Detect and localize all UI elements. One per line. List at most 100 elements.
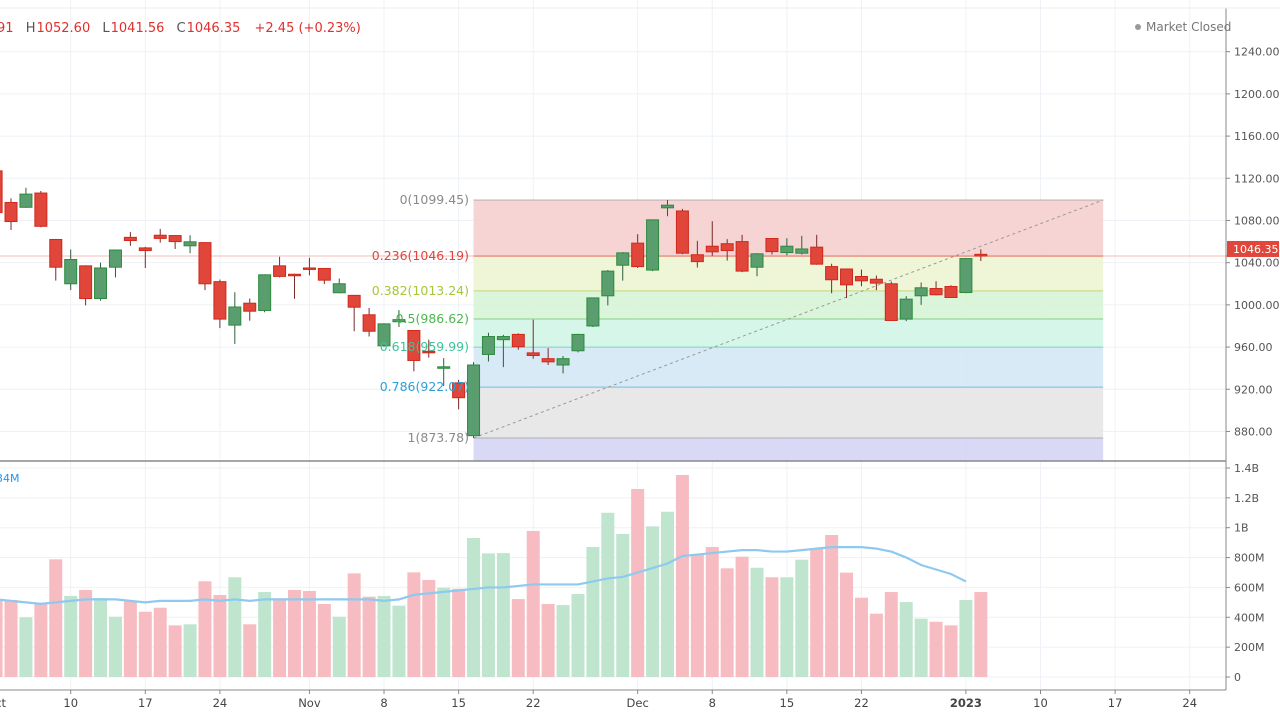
price-pane: 0(1099.45) 0.236(1046.19) 0.382(1013.24) 0.… bbox=[0, 0, 1226, 461]
candle-body bbox=[347, 294, 361, 308]
fib-trend-line bbox=[473, 199, 1104, 439]
volume-bar bbox=[64, 595, 78, 678]
candle bbox=[452, 379, 466, 410]
time-tick-label: Nov bbox=[298, 696, 321, 710]
volume-bar bbox=[79, 589, 93, 678]
candle bbox=[317, 267, 331, 285]
volume-bar bbox=[422, 579, 436, 678]
candle bbox=[705, 221, 719, 256]
ohlc-legend: 91 H1052.60 L1041.56 C1046.35 +2.45 (+0.… bbox=[0, 21, 361, 36]
candle bbox=[840, 268, 854, 299]
candle-body bbox=[213, 281, 227, 320]
volume-bar bbox=[123, 601, 137, 678]
candle-body bbox=[153, 234, 167, 239]
volume-bar bbox=[661, 511, 674, 678]
volume-tick-label: 1.2B bbox=[1234, 492, 1259, 505]
candle-body bbox=[79, 265, 93, 300]
volume-bar bbox=[690, 555, 704, 678]
candle-body bbox=[19, 193, 33, 208]
candle-body bbox=[765, 238, 779, 253]
candle-body bbox=[49, 238, 63, 268]
volume-bar bbox=[840, 572, 854, 678]
volume-bar bbox=[586, 546, 600, 678]
candle bbox=[64, 249, 78, 291]
candle bbox=[914, 282, 928, 305]
fib-level-label: 0.5(986.62) bbox=[396, 311, 469, 326]
fib-zone bbox=[473, 318, 1104, 348]
volume-bar bbox=[541, 603, 555, 678]
candle bbox=[79, 265, 93, 306]
candle bbox=[198, 242, 212, 291]
high-key: H bbox=[25, 21, 36, 36]
candle bbox=[929, 281, 943, 296]
candle-body bbox=[198, 242, 212, 285]
candle bbox=[974, 249, 988, 262]
candle-body bbox=[586, 297, 600, 327]
candle bbox=[795, 235, 809, 255]
volume-bar bbox=[765, 577, 779, 678]
volume-bar bbox=[675, 474, 689, 678]
candle-body bbox=[705, 245, 719, 253]
volume-bar bbox=[884, 592, 898, 678]
open-value-partial: 91 bbox=[0, 21, 14, 36]
volume-bar bbox=[780, 577, 794, 678]
candle bbox=[959, 257, 973, 294]
time-tick-label: 17 bbox=[138, 696, 153, 710]
candle-body bbox=[64, 259, 78, 285]
candle-body bbox=[959, 258, 973, 294]
candle-body bbox=[810, 246, 824, 265]
candle bbox=[407, 330, 421, 372]
candle-body bbox=[183, 241, 197, 247]
price-tick-label: 1200.00 bbox=[1234, 88, 1280, 101]
fib-zone bbox=[473, 256, 1104, 291]
fib-zone bbox=[473, 290, 1104, 319]
candle bbox=[49, 238, 63, 281]
candle bbox=[556, 356, 570, 374]
volume-bar bbox=[347, 573, 361, 678]
volume-bar bbox=[616, 533, 630, 678]
candle-body bbox=[690, 254, 704, 263]
volume-bar bbox=[213, 595, 227, 678]
volume-bar bbox=[258, 592, 272, 678]
candle-body bbox=[616, 252, 630, 266]
time-tick-label: 24 bbox=[1182, 696, 1197, 710]
volume-bar bbox=[138, 611, 152, 678]
volume-bar bbox=[168, 625, 182, 678]
volume-bar bbox=[4, 599, 18, 678]
volume-bar bbox=[511, 599, 525, 678]
candle-body bbox=[571, 333, 585, 352]
time-tick-label: Dec bbox=[627, 696, 649, 710]
volume-bar bbox=[526, 530, 540, 678]
candle-body bbox=[407, 330, 421, 361]
fib-zone bbox=[473, 438, 1104, 461]
candle-body bbox=[795, 248, 809, 254]
candle bbox=[720, 239, 734, 261]
candle bbox=[541, 348, 555, 366]
volume-tick-label: 1B bbox=[1234, 522, 1249, 535]
fib-level-label: 0.382(1013.24) bbox=[372, 283, 469, 298]
price-tick-label: 1080.00 bbox=[1234, 214, 1280, 227]
volume-bar bbox=[452, 588, 466, 678]
candle-body bbox=[750, 253, 764, 268]
time-tick-label: 22 bbox=[854, 696, 869, 710]
volume-bar bbox=[94, 598, 108, 678]
volume-tick-label: 800M bbox=[1234, 552, 1265, 565]
candle-body bbox=[780, 245, 794, 254]
fib-level-label: 0.618(959.99) bbox=[380, 339, 469, 354]
candle bbox=[0, 170, 3, 214]
time-tick-label: Oct bbox=[0, 696, 7, 710]
high-value: 1052.60 bbox=[36, 21, 91, 36]
volume-bar bbox=[631, 489, 645, 678]
volume-bar bbox=[198, 581, 212, 678]
price-tick-label: 1040.00 bbox=[1234, 257, 1280, 270]
volume-ma-line bbox=[0, 546, 967, 605]
fib-zone bbox=[473, 347, 1104, 388]
candle bbox=[675, 208, 689, 255]
volume-bar bbox=[720, 568, 734, 678]
candle-body bbox=[123, 236, 137, 242]
volume-tick-label: 600M bbox=[1234, 581, 1265, 594]
candle bbox=[34, 190, 48, 228]
candle bbox=[4, 198, 18, 230]
volume-bar bbox=[183, 624, 197, 678]
